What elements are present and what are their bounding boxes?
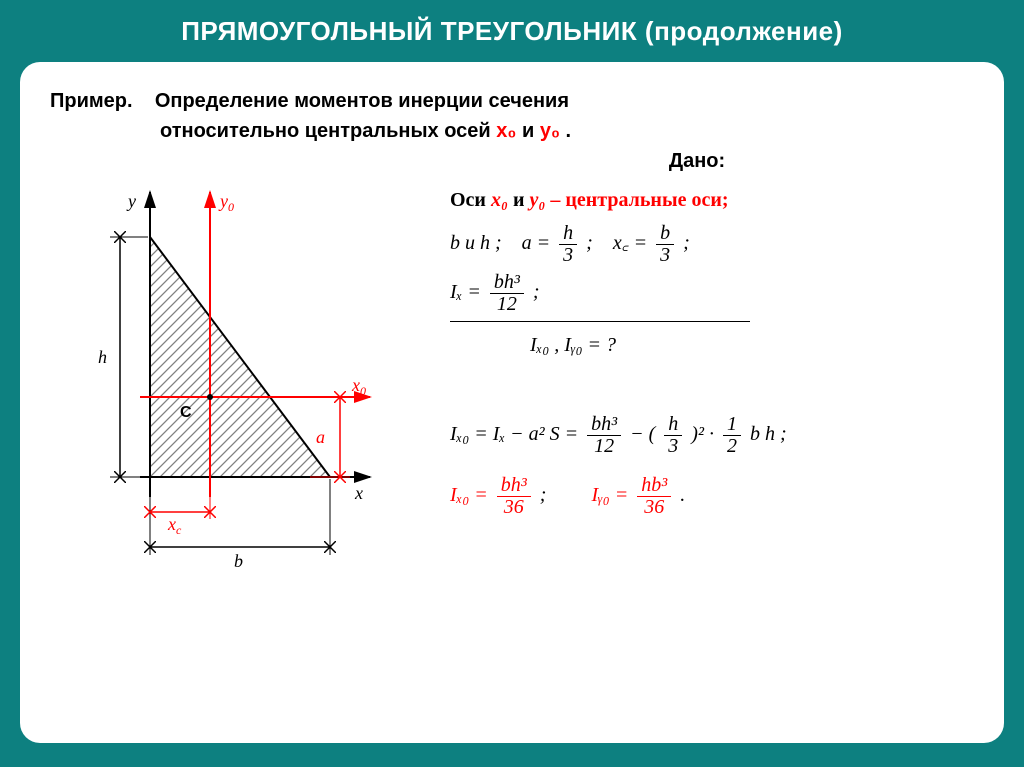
problem-header: Пример. Определение моментов инерции сеч…	[50, 86, 974, 146]
x-label: x	[354, 483, 363, 503]
given-bh-line: b и h ; a = h3 ; x꜀ = b3 ;	[450, 223, 974, 266]
xc-label: xc	[167, 514, 182, 537]
example-label: Пример.	[50, 90, 133, 112]
content-row: y x y0 x0 C h b	[50, 177, 974, 577]
h-label: h	[98, 347, 107, 367]
x0-symbol: x₀	[496, 120, 516, 142]
centroid-point	[207, 394, 213, 400]
page-background: ПРЯМОУГОЛЬНЫЙ ТРЕУГОЛЬНИК (продолжение) …	[0, 0, 1024, 767]
solution-results: Iₓ₀ = bh³36 ; Iᵧ₀ = hb³36 .	[450, 475, 974, 518]
given-ix-line: Iₓ = bh³12 ;	[450, 272, 974, 315]
header-line1: Определение моментов инерции сечения	[155, 90, 569, 112]
content-panel: Пример. Определение моментов инерции сеч…	[20, 62, 1004, 743]
math-column: Оси x₀ и y₀ – центральные оси; b и h ; a…	[450, 177, 974, 524]
b-label: b	[234, 551, 243, 571]
x0-label: x0	[351, 375, 366, 398]
y0-label: y0	[218, 191, 234, 214]
given-title: Дано:	[420, 150, 974, 173]
triangle-shape	[150, 237, 330, 477]
divider-line	[450, 321, 750, 322]
given-axes: Оси x₀ и y₀ – центральные оси;	[450, 183, 974, 217]
a-label: a	[316, 427, 325, 447]
solution-line1: Iₓ₀ = Iₓ − a² S = bh³12 − ( h3 )² · 12 b…	[450, 414, 974, 457]
page-title: ПРЯМОУГОЛЬНЫЙ ТРЕУГОЛЬНИК (продолжение)	[0, 0, 1024, 61]
y0-symbol: y₀	[540, 120, 560, 142]
centroid-label: C	[180, 404, 192, 421]
header-line2: относительно центральных осей x₀ и y₀ .	[160, 120, 571, 142]
y-label: y	[126, 191, 136, 211]
find-line: Iₓ₀ , Iᵧ₀ = ?	[530, 328, 974, 362]
triangle-diagram: y x y0 x0 C h b	[50, 177, 420, 577]
